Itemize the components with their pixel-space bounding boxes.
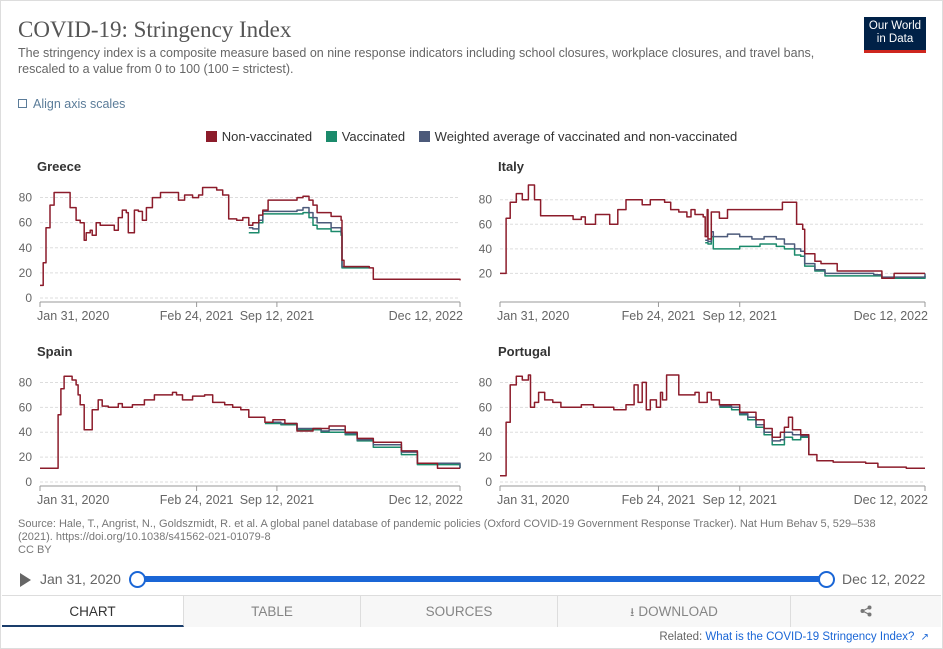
y-tick-label-greece: 80	[19, 191, 33, 205]
align-axis-toggle[interactable]: Align axis scales	[18, 97, 125, 111]
tab-sources[interactable]: SOURCES	[361, 596, 558, 627]
y-tick-label-italy: 60	[479, 217, 493, 231]
y-tick-label-portugal: 20	[479, 450, 493, 464]
panel-title-italy: Italy	[498, 159, 525, 174]
x-tick-label-italy: Sep 12, 2021	[703, 309, 777, 323]
legend-swatch	[325, 131, 337, 142]
legend-swatch	[418, 131, 430, 142]
license-label: CC BY	[18, 544, 52, 556]
play-icon[interactable]	[20, 573, 31, 587]
source-line-2: (2021). https://doi.org/10.1038/s41562-0…	[18, 531, 271, 543]
tab-label: DOWNLOAD	[638, 604, 718, 619]
legend-item-vaccinated[interactable]: Vaccinated	[325, 129, 406, 144]
series-line-spain-vaccinated	[264, 422, 461, 469]
share-icon	[860, 605, 872, 617]
checkbox-icon[interactable]	[18, 99, 27, 108]
series-line-italy-weighted-average-of-vaccinated-and-non-vaccinated	[705, 230, 926, 278]
tab-bar: CHART TABLE SOURCES ⭳ DOWNLOAD	[2, 595, 941, 628]
series-line-italy-vaccinated	[705, 235, 926, 280]
y-tick-label-greece: 40	[19, 241, 33, 255]
series-line-portugal-non-vaccinated	[500, 374, 925, 477]
y-tick-label-spain: 20	[19, 450, 33, 464]
x-tick-label-greece: Jan 31, 2020	[37, 309, 109, 323]
source-line-1: Source: Hale, T., Angrist, N., Goldszmid…	[18, 518, 876, 530]
x-tick-label-italy: Jan 31, 2020	[497, 309, 569, 323]
y-tick-label-greece: 60	[19, 216, 33, 230]
x-tick-label-spain: Sep 12, 2021	[240, 493, 314, 507]
panel-title-spain: Spain	[37, 344, 72, 359]
legend-label: Vaccinated	[341, 129, 406, 144]
timeline-end-label: Dec 12, 2022	[842, 571, 926, 587]
x-tick-label-portugal: Sep 12, 2021	[703, 493, 777, 507]
series-line-greece-non-vaccinated	[40, 186, 461, 287]
legend: Non-vaccinated Vaccinated Weighted avera…	[0, 129, 943, 144]
panel-title-portugal: Portugal	[498, 344, 551, 359]
tab-table[interactable]: TABLE	[184, 596, 361, 627]
owid-logo[interactable]: Our World in Data	[864, 17, 926, 53]
y-tick-label-portugal: 60	[479, 400, 493, 414]
y-tick-label-italy: 40	[479, 242, 493, 256]
tab-chart[interactable]: CHART	[2, 596, 184, 627]
related-link-row: Related: What is the COVID-19 Stringency…	[659, 631, 929, 643]
x-tick-label-italy: Feb 24, 2021	[622, 309, 696, 323]
y-tick-label-spain: 0	[25, 475, 32, 489]
series-line-spain-weighted-average-of-vaccinated-and-non-vaccinated	[264, 421, 461, 469]
y-tick-label-portugal: 40	[479, 425, 493, 439]
panel-title-greece: Greece	[37, 159, 81, 174]
series-line-greece-vaccinated	[248, 211, 370, 269]
tab-share[interactable]	[791, 596, 941, 627]
x-tick-label-greece: Feb 24, 2021	[160, 309, 234, 323]
chart-title: COVID-19: Stringency Index	[18, 17, 292, 42]
legend-item-weighted[interactable]: Weighted average of vaccinated and non-v…	[418, 129, 738, 144]
y-tick-label-greece: 20	[19, 266, 33, 280]
y-tick-label-italy: 20	[479, 266, 493, 280]
y-tick-label-spain: 60	[19, 400, 33, 414]
timeline-start-handle[interactable]	[129, 571, 146, 588]
legend-swatch	[205, 131, 217, 142]
y-tick-label-portugal: 80	[479, 375, 493, 389]
y-tick-label-portugal: 0	[485, 475, 492, 489]
related-link[interactable]: What is the COVID-19 Stringency Index?	[705, 631, 915, 643]
series-line-italy-non-vaccinated	[500, 184, 925, 280]
x-tick-label-spain: Dec 12, 2022	[389, 493, 463, 507]
x-tick-label-italy: Dec 12, 2022	[854, 309, 928, 323]
timeline-track[interactable]	[136, 576, 826, 582]
y-tick-label-italy: 80	[479, 193, 493, 207]
x-tick-label-spain: Jan 31, 2020	[37, 493, 109, 507]
tab-label: SOURCES	[425, 604, 493, 619]
logo-line-1: Our World	[868, 20, 922, 32]
related-prefix: Related:	[659, 631, 703, 643]
y-tick-label-spain: 40	[19, 425, 33, 439]
chart-subtitle: The stringency index is a composite meas…	[18, 46, 815, 76]
x-tick-label-spain: Feb 24, 2021	[160, 493, 234, 507]
timeline-start-label: Jan 31, 2020	[40, 571, 121, 587]
tab-label: TABLE	[251, 604, 293, 619]
source-note: Source: Hale, T., Angrist, N., Goldszmid…	[18, 518, 878, 557]
y-tick-label-spain: 80	[19, 375, 33, 389]
x-tick-label-portugal: Jan 31, 2020	[497, 493, 569, 507]
align-axis-label: Align axis scales	[33, 97, 126, 111]
y-tick-label-greece: 0	[25, 291, 32, 305]
legend-label: Non-vaccinated	[221, 129, 313, 144]
timeline-end-handle[interactable]	[818, 571, 835, 588]
tab-download[interactable]: ⭳ DOWNLOAD	[558, 596, 791, 627]
x-tick-label-greece: Dec 12, 2022	[389, 309, 463, 323]
external-link-icon: ↗	[920, 632, 929, 643]
small-multiples-chart: Greece 0 20 40 60 80 Jan 31, 2020 Feb 24, 2021 S…	[19, 159, 928, 507]
series-line-spain-non-vaccinated	[40, 375, 460, 470]
legend-item-non-vaccinated[interactable]: Non-vaccinated	[205, 129, 313, 144]
x-tick-label-portugal: Dec 12, 2022	[854, 493, 928, 507]
x-tick-label-portugal: Feb 24, 2021	[622, 493, 696, 507]
legend-label: Weighted average of vaccinated and non-v…	[434, 129, 738, 144]
logo-line-2: in Data	[876, 33, 914, 45]
download-icon: ⭳	[630, 605, 635, 619]
timeline: Jan 31, 2020 Dec 12, 2022	[0, 568, 943, 592]
x-tick-label-greece: Sep 12, 2021	[240, 309, 314, 323]
tab-label: CHART	[69, 604, 116, 619]
